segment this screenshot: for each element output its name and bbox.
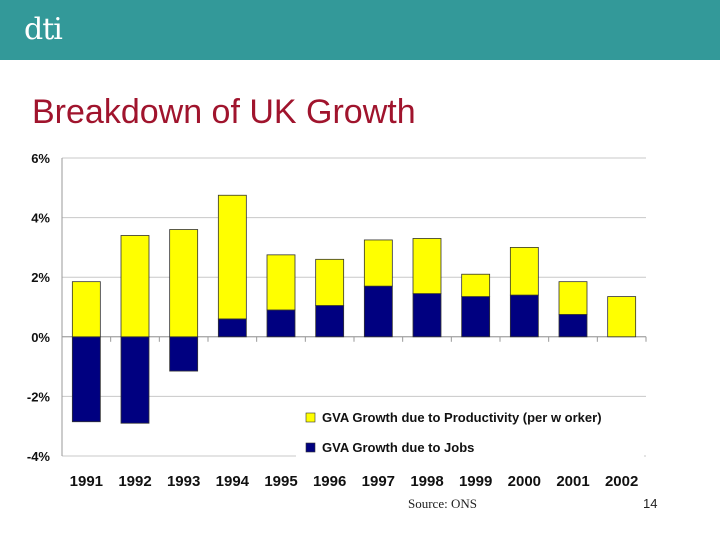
header-bar: dti [0, 0, 720, 60]
bar-productivity-1995 [266, 254, 296, 311]
bar-productivity-1993 [169, 229, 199, 338]
y-tick-label: -4% [27, 449, 51, 464]
source-note: Source: ONS [408, 496, 477, 511]
x-tick-label: 1996 [313, 473, 346, 490]
bar-jobs-1998 [412, 293, 442, 338]
y-tick-label: 4% [31, 211, 50, 226]
x-tick-label: 1994 [216, 473, 250, 490]
bar-productivity-1991 [71, 281, 101, 338]
x-tick-label: 1991 [70, 473, 103, 490]
bar-jobs-1997 [363, 285, 393, 338]
x-tick-label: 1993 [167, 473, 200, 490]
y-tick-label: 0% [31, 330, 50, 345]
x-tick-label: 2000 [508, 473, 541, 490]
legend-swatch [305, 412, 316, 423]
legend-label: GVA Growth due to Productivity (per w or… [322, 410, 602, 425]
legend-box [296, 404, 644, 466]
x-tick-label: 2001 [556, 473, 589, 490]
x-tick-label: 1995 [264, 473, 297, 490]
bar-productivity-1996 [315, 258, 345, 306]
bar-jobs-2000 [509, 294, 539, 338]
bar-productivity-2000 [509, 247, 539, 296]
y-tick-label: 2% [31, 270, 50, 285]
growth-chart: 6% 4% 2% 0% -2% -4% 1991 1992 1993 1994 1995 1996 19… [27, 151, 647, 490]
bar-jobs-1999 [461, 296, 491, 338]
bar-jobs-2001 [558, 314, 588, 338]
bar-productivity-1992 [120, 235, 150, 338]
bar-jobs-1994 [217, 318, 247, 338]
legend-label: GVA Growth due to Jobs [322, 440, 474, 455]
dti-logo: dti [24, 12, 63, 47]
slide-title: Breakdown of UK Growth [32, 93, 416, 131]
y-tick-label: 6% [31, 151, 50, 166]
legend-swatch [305, 442, 316, 453]
x-tick-label: 1997 [362, 473, 395, 490]
bar-jobs-1993 [169, 336, 199, 372]
bar-productivity-1999 [461, 273, 491, 297]
y-tick-label: -2% [27, 389, 51, 404]
x-tick-label: 2002 [605, 473, 638, 490]
bar-jobs-1992 [120, 336, 150, 424]
bar-jobs-1995 [266, 309, 296, 338]
bar-productivity-1994 [217, 194, 247, 320]
bar-productivity-2001 [558, 281, 588, 315]
x-tick-label: 1992 [118, 473, 151, 490]
bar-jobs-1991 [71, 336, 101, 423]
x-tick-label: 1998 [410, 473, 443, 490]
bar-jobs-1996 [315, 305, 345, 338]
bar-productivity-1997 [363, 239, 393, 287]
page-number: 14 [643, 496, 658, 511]
bar-productivity-1998 [412, 238, 442, 294]
x-tick-label: 1999 [459, 473, 492, 490]
bar-productivity-2002 [607, 296, 637, 338]
